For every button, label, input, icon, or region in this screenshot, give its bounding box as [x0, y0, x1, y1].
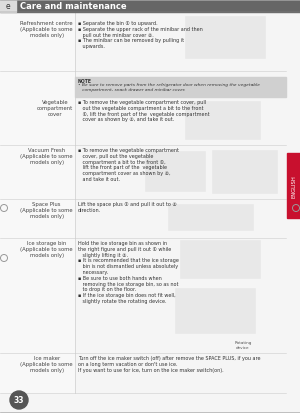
Text: Space Plus
(Applicable to some
models only): Space Plus (Applicable to some models on… — [20, 202, 73, 218]
Text: Lift the space plus ① and pull it out to ②
direction.: Lift the space plus ① and pull it out to… — [78, 202, 177, 212]
Text: 33: 33 — [14, 396, 24, 404]
Bar — [185, 102, 260, 140]
Bar — [0, 0, 16, 13]
Text: Vegetable
compartment
cover: Vegetable compartment cover — [37, 100, 73, 116]
Text: Turn off the ice maker switch (off) after remove the SPACE PLUS, if you are
on a: Turn off the ice maker switch (off) afte… — [78, 355, 260, 372]
Bar — [212, 151, 277, 194]
Text: ▪ Separate the bin ① to upward.
▪ Separate the upper rack of the minibar and the: ▪ Separate the bin ① to upward. ▪ Separa… — [78, 21, 203, 49]
Bar — [180, 240, 260, 278]
Text: ▪ To remove the vegetable compartment
   cover, pull out the vegetable
   compar: ▪ To remove the vegetable compartment co… — [78, 147, 179, 182]
Bar — [185, 17, 265, 59]
Bar — [287, 154, 300, 218]
Text: ▪ To remove the vegetable compartment cover, pull
   out the vegetable compartme: ▪ To remove the vegetable compartment co… — [78, 100, 210, 122]
Bar — [0, 13, 75, 393]
Text: • Be sure to remove parts from the refrigerator door when removing the vegetable: • Be sure to remove parts from the refri… — [78, 83, 260, 91]
Circle shape — [10, 391, 28, 409]
Bar — [175, 288, 255, 333]
Bar — [168, 204, 253, 230]
Bar — [75, 78, 286, 98]
Text: e: e — [6, 2, 10, 11]
Text: NOTE: NOTE — [78, 79, 92, 84]
Bar — [145, 152, 205, 192]
Text: Vacuum Fresh
(Applicable to some
models only): Vacuum Fresh (Applicable to some models … — [20, 147, 73, 164]
Text: Rotating
device: Rotating device — [234, 340, 252, 349]
Text: Hold the ice storage bin as shown in
the right figure and pull it out ① while
  : Hold the ice storage bin as shown in the… — [78, 240, 179, 303]
Text: Ice storage bin
(Applicable to some
models only): Ice storage bin (Applicable to some mode… — [20, 240, 73, 257]
Bar — [0, 0, 300, 13]
Text: Care and maintenance: Care and maintenance — [20, 2, 127, 11]
Text: ENGLISH: ENGLISH — [291, 175, 296, 197]
Text: Refreshment centre
(Applicable to some
models only): Refreshment centre (Applicable to some m… — [20, 21, 73, 38]
Text: Ice maker
(Applicable to some
models only): Ice maker (Applicable to some models onl… — [20, 355, 73, 372]
